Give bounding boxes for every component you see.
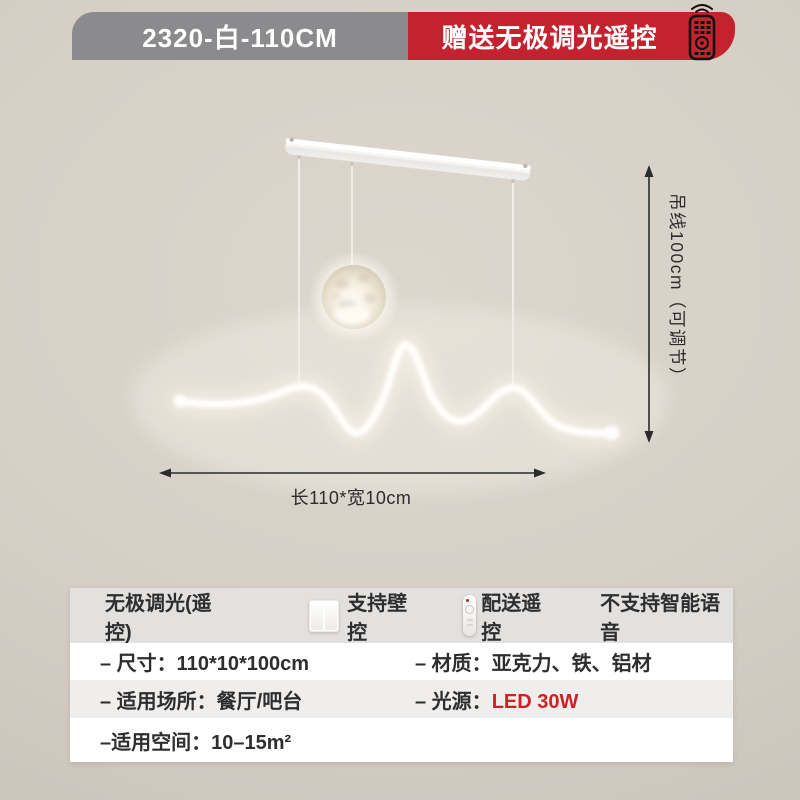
promo-label: 赠送无极调光遥控	[441, 22, 658, 53]
ambient-glow	[130, 305, 670, 495]
width-dimension-label: 长110*宽10cm	[290, 488, 412, 508]
light-source-spec: – 光源：LED 30W	[415, 685, 733, 714]
size-spec: – 尺寸：110*10*100cm	[100, 653, 310, 675]
model-badge: 2320-白-110CM	[72, 12, 408, 60]
remote-control-icon	[462, 595, 477, 636]
light-source-value: LED 30W	[491, 690, 579, 713]
no-voice-label: 不支持智能语音	[600, 592, 721, 644]
feature-row: 无极调光(遥控) 支持壁控 配送遥控 不支持智能语音	[70, 588, 733, 644]
ceiling-mount-bar	[284, 137, 532, 182]
model-label: 2320-白-110CM	[142, 22, 338, 53]
wall-switch-icon	[309, 599, 340, 632]
spec-row-place-light: – 适用场所：餐厅/吧台 – 光源：LED 30W	[70, 680, 733, 718]
remote-control-icon	[688, 4, 716, 61]
spec-panel: 无极调光(遥控) 支持壁控 配送遥控 不支持智能语音 – 尺寸：110*10*1…	[70, 588, 733, 762]
vertical-dimension-arrow	[644, 165, 654, 443]
cord-connector	[297, 155, 301, 159]
moon-pendant	[308, 251, 400, 343]
hanging-cords	[298, 157, 514, 392]
light-source-label: – 光源：	[415, 690, 492, 713]
header-bar: 2320-白-110CM 赠送无极调光遥控	[0, 4, 800, 61]
place-spec: – 适用场所：餐厅/吧台	[100, 690, 303, 713]
space-spec: –适用空间：10–15m²	[100, 731, 292, 754]
material-spec: – 材质：亚克力、铁、铝材	[415, 653, 652, 675]
cord-connector	[511, 179, 515, 183]
dimming-feature-label: 无极调光(遥控)	[105, 592, 212, 644]
wall-control-label: 支持壁控	[347, 592, 408, 644]
spec-row-space: –适用空间：10–15m²	[70, 718, 733, 762]
hanging-wire-dimension-label: 吊线100cm（可调节）	[667, 193, 687, 387]
cord-connector	[350, 162, 354, 166]
spec-row-size-material: – 尺寸：110*10*100cm – 材质：亚克力、铁、铝材	[70, 643, 733, 680]
promo-badge: 赠送无极调光遥控	[408, 4, 735, 61]
horizontal-dimension-arrow	[159, 468, 546, 478]
led-wave-light	[169, 334, 623, 444]
remote-included-label: 配送遥控	[481, 592, 542, 644]
